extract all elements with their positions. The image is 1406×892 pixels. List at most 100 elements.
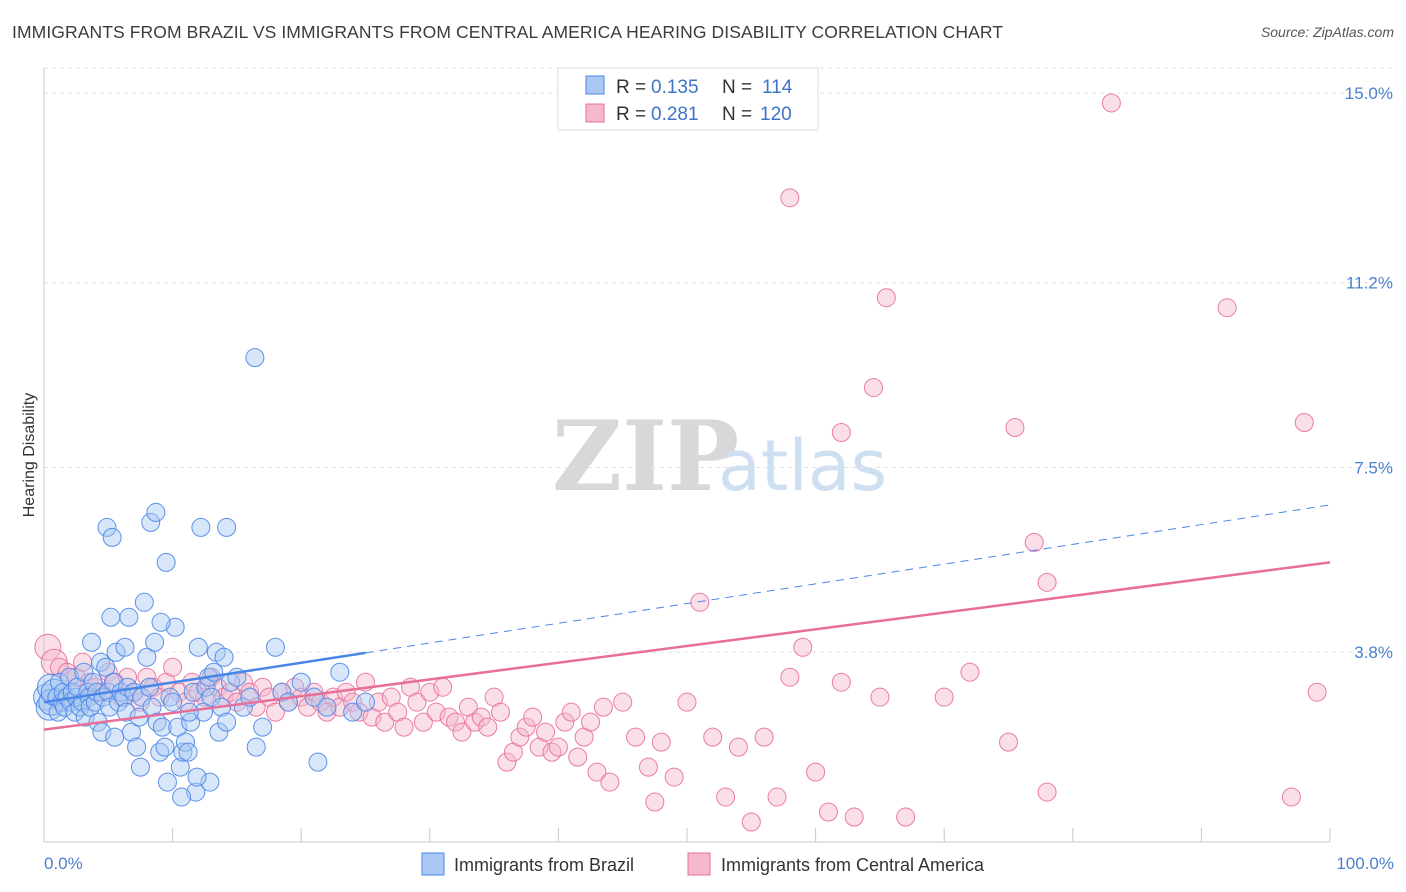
central-america-point: [510, 727, 530, 747]
brazil-point: [147, 712, 167, 732]
brazil-point: [156, 552, 176, 572]
central-america-point: [407, 692, 427, 712]
stats-box: R = 0.135 N = 114 R = 0.281 N = 120: [557, 67, 819, 131]
brazil-point: [65, 702, 85, 722]
brazil-point: [105, 727, 125, 747]
brazil-point: [83, 672, 103, 692]
brazil-point: [246, 737, 266, 757]
brazil-point: [291, 672, 311, 692]
central-america-point: [638, 757, 658, 777]
brazil-point: [200, 772, 220, 792]
brazil-point: [49, 672, 69, 692]
y-tick-label: 15.0%: [1345, 84, 1393, 103]
central-america-point: [163, 657, 183, 677]
brazil-point: [91, 652, 111, 672]
brazil-point: [106, 642, 126, 662]
central-america-point: [491, 702, 511, 722]
series-central-america-points: [34, 93, 1327, 832]
y-tick-labels: 3.8% 7.5% 11.2% 15.0%: [1345, 84, 1393, 662]
stats-swatch-brazil: [585, 75, 605, 95]
brazil-point: [119, 607, 139, 627]
brazil-point: [121, 722, 141, 742]
central-america-point: [741, 812, 761, 832]
central-america-point: [375, 712, 395, 732]
brazil-point: [172, 787, 192, 807]
brazil-point: [127, 737, 147, 757]
central-america-point: [98, 662, 118, 682]
legend-label-central-america[interactable]: Immigrants from Central America: [721, 855, 985, 875]
legend-swatch-central-america[interactable]: [687, 852, 711, 876]
central-america-point: [716, 787, 736, 807]
stats-central-america-r-value: 0.281: [651, 104, 699, 125]
central-america-point: [999, 732, 1018, 752]
stats-brazil-r-label: R =: [616, 77, 646, 98]
watermark-atlas: atlas: [718, 425, 887, 507]
central-america-point: [465, 712, 485, 732]
y-tick-label: 3.8%: [1354, 643, 1393, 662]
central-america-point: [542, 742, 562, 762]
central-america-point: [703, 727, 723, 747]
x-tick-marks: [43, 828, 1331, 842]
central-america-point: [876, 288, 896, 308]
y-tick-label: 7.5%: [1354, 458, 1393, 477]
central-america-point: [780, 188, 800, 208]
brazil-point: [75, 707, 95, 727]
brazil-point: [145, 632, 165, 652]
brazil-point: [168, 717, 188, 737]
brazil-point: [265, 637, 285, 657]
brazil-point: [82, 632, 102, 652]
brazil-point: [181, 712, 201, 732]
central-america-point: [195, 687, 215, 707]
central-america-point: [767, 787, 787, 807]
brazil-point: [186, 782, 206, 802]
stats-central-america-n-label: N =: [722, 104, 752, 125]
central-america-point: [587, 762, 607, 782]
stats-brazil-n-value: 114: [762, 77, 793, 98]
brazil-point: [214, 647, 234, 667]
central-america-point: [497, 752, 517, 772]
brazil-point: [151, 612, 171, 632]
central-america-point: [863, 378, 883, 398]
brazil-point: [116, 702, 136, 722]
brazil-point: [356, 692, 375, 712]
legend-swatch-brazil[interactable]: [421, 852, 445, 876]
brazil-point: [97, 517, 117, 537]
legend: Immigrants from Brazil Immigrants from C…: [421, 852, 985, 876]
brazil-point: [146, 502, 166, 522]
stats-brazil-r-value: 0.135: [651, 77, 699, 98]
brazil-point: [188, 637, 208, 657]
brazil-point: [245, 348, 265, 368]
central-america-point: [1281, 787, 1301, 807]
central-america-point: [780, 667, 800, 687]
y-tick-label: 11.2%: [1346, 274, 1393, 293]
chart-title: IMMIGRANTS FROM BRAZIL VS IMMIGRANTS FRO…: [12, 22, 1004, 42]
central-america-point: [1307, 682, 1327, 702]
brazil-point: [272, 682, 292, 702]
brazil-point: [209, 722, 229, 742]
stats-central-america-n-value: 120: [760, 104, 792, 125]
legend-label-brazil[interactable]: Immigrants from Brazil: [454, 855, 634, 875]
brazil-point: [130, 757, 150, 777]
central-america-point: [446, 712, 466, 732]
central-america-point: [555, 712, 575, 732]
central-america-point: [793, 637, 813, 657]
central-america-point: [626, 727, 646, 747]
brazil-point: [155, 737, 175, 757]
central-america-point: [754, 727, 774, 747]
brazil-point: [157, 772, 177, 792]
central-america-point: [831, 672, 851, 692]
watermark-zip: ZIP: [552, 400, 739, 513]
brazil-point: [343, 702, 363, 722]
brazil-point: [191, 517, 211, 537]
central-america-point: [960, 662, 980, 682]
central-america-point: [536, 722, 556, 742]
central-america-point: [568, 747, 588, 767]
brazil-point: [141, 512, 161, 532]
central-america-point: [645, 792, 665, 812]
central-america-point: [1294, 413, 1314, 433]
brazil-point: [150, 742, 170, 762]
central-america-point: [870, 687, 890, 707]
brazil-point: [115, 637, 135, 657]
central-america-point: [426, 702, 446, 722]
